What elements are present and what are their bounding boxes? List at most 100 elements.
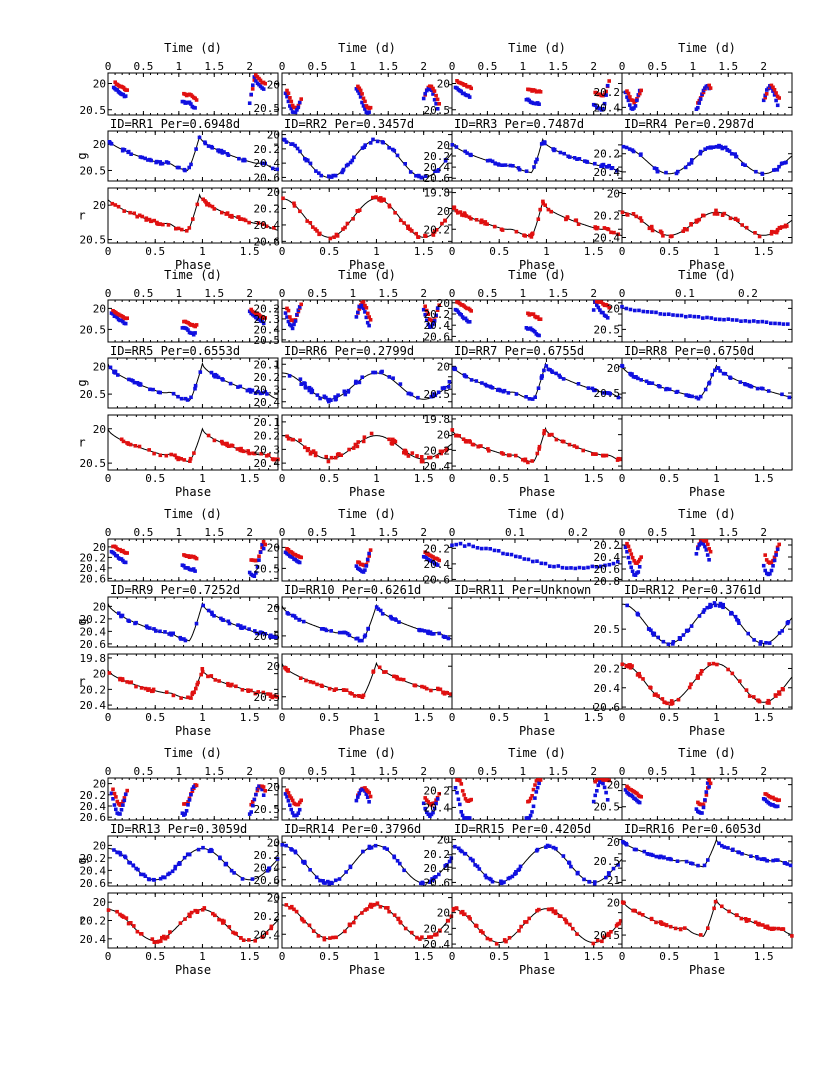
g-phase-point	[433, 169, 437, 173]
g-phase-point	[293, 849, 297, 854]
g-phase-point	[118, 851, 122, 855]
r-time-point	[368, 105, 373, 110]
r-time-point	[286, 791, 291, 795]
phase-axis-label: Phase	[349, 258, 385, 272]
r-phase-point	[165, 935, 170, 939]
g-time-point	[599, 564, 603, 569]
r-phase-point	[356, 209, 360, 213]
g-time-point	[458, 802, 462, 807]
r-time-point	[625, 541, 629, 546]
g-time-point	[641, 309, 646, 314]
g-time-point	[607, 562, 612, 567]
r-phase-point	[317, 232, 321, 237]
r-phase-point	[313, 227, 318, 231]
g-time-point	[620, 304, 624, 309]
r-phase-point	[526, 460, 530, 465]
r-phase-point	[307, 923, 312, 928]
g-phase-point	[532, 165, 536, 169]
g-phase-point	[256, 389, 260, 394]
x-tick-label: 1.5	[378, 765, 398, 778]
r-phase-point	[662, 700, 666, 704]
g-phase-point	[256, 631, 261, 636]
r-phase-point	[285, 434, 289, 439]
g-phase-point	[388, 614, 393, 619]
r-time-point	[625, 89, 629, 93]
g-time-point	[456, 797, 461, 802]
g-time-point	[645, 310, 650, 314]
r-phase-point	[572, 444, 577, 448]
g-phase-point	[346, 390, 350, 394]
y-tick-label: 20	[607, 188, 620, 201]
r-phase-point	[530, 232, 534, 237]
g-time-point	[296, 811, 301, 815]
r-time-point	[122, 796, 127, 800]
r-phase-point	[129, 921, 133, 925]
r-axis-label: r	[78, 914, 85, 928]
x-tick-label: 0	[619, 245, 626, 258]
g-phase-point	[284, 843, 288, 848]
r-phase-point	[140, 214, 145, 219]
g-phase-point	[782, 161, 787, 165]
g-phase-point	[592, 388, 596, 392]
r-phase-point	[479, 218, 484, 223]
x-tick-label: 1.5	[240, 472, 260, 485]
r-time-point	[771, 85, 775, 90]
g-time-point	[518, 555, 522, 559]
g-time-point	[747, 319, 752, 324]
y-tick-label: 20.5	[424, 388, 451, 401]
r-phase-point	[403, 926, 408, 931]
g-time-point	[112, 803, 117, 807]
g-time-point	[122, 798, 127, 803]
g-time-point	[601, 107, 605, 111]
g-phase-point	[638, 153, 643, 157]
g-phase-point	[397, 620, 401, 624]
r-time-point	[261, 785, 266, 789]
g-time-point	[718, 317, 722, 322]
r-phase-point	[537, 444, 542, 449]
r-phase-point	[308, 221, 313, 225]
g-phase-point	[728, 376, 733, 380]
g-time-point	[595, 303, 599, 307]
r-phase-point	[173, 453, 177, 458]
g-time-point	[596, 305, 601, 310]
r-phase-point	[370, 903, 375, 908]
r-phase-point	[152, 451, 156, 456]
r-phase-point	[514, 453, 518, 458]
phase-axis-label: Phase	[349, 485, 385, 499]
r-phase-point	[483, 220, 488, 224]
g-time-point	[492, 548, 497, 553]
r-phase-point	[379, 199, 384, 203]
g-time-point	[496, 549, 501, 553]
g-time-point	[701, 542, 706, 546]
y-tick-label: 20.4	[594, 166, 621, 179]
r-phase-point	[429, 935, 434, 939]
r-time-point	[708, 86, 713, 90]
g-phase-point	[697, 614, 702, 618]
g-phase-point	[318, 396, 322, 401]
star-caption: ID=RR7 Per=0.6755d	[454, 344, 584, 358]
g-time-point	[290, 811, 295, 815]
y-tick-label: 20.1	[254, 358, 281, 371]
x-tick-label: 1.5	[718, 60, 738, 73]
x-tick-label: 0	[279, 765, 286, 778]
g-phase-point	[107, 140, 112, 144]
g-time-point	[119, 808, 124, 812]
g-phase-point	[562, 151, 566, 156]
x-tick-label: 0	[449, 765, 456, 778]
g-phase-point	[267, 866, 271, 871]
g-time-point	[761, 563, 766, 568]
y-tick-label: 20.3	[254, 313, 281, 326]
r-phase-point	[235, 447, 240, 451]
r-phase-point	[436, 687, 441, 692]
x-tick-label: 0.5	[647, 60, 667, 73]
x-tick-label: 0.5	[659, 711, 679, 724]
r-time-point	[367, 315, 371, 319]
g-phase-point	[624, 145, 629, 150]
r-phase-point	[554, 437, 559, 442]
star-rr4: Time (d)0 0.5 1 1.5 220.220.4ID=RR4 Per=0.29…	[594, 41, 793, 272]
y-tick-label: 20	[437, 429, 450, 442]
r-phase-point	[144, 218, 148, 222]
r-time-point	[437, 102, 441, 106]
x-tick-label: 2	[246, 526, 253, 539]
